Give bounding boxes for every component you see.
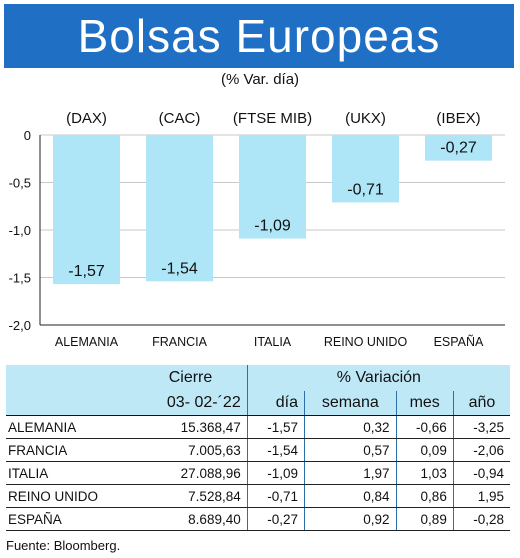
cell-cierre: 7.005,63: [134, 438, 248, 462]
cell-cierre: 8.689,40: [134, 507, 248, 531]
cell-mes: 0,89: [395, 507, 454, 531]
cell-ano: -0,94: [452, 461, 510, 485]
source-note: Fuente: Bloomberg.: [6, 538, 121, 553]
row-name: ALEMANIA: [6, 415, 135, 439]
row-name: ESPAÑA: [6, 507, 135, 531]
index-label: (CAC): [159, 110, 201, 127]
cell-mes: 1,03: [395, 461, 454, 485]
column-header-semana: semana: [304, 391, 397, 416]
index-label: (IBEX): [436, 110, 480, 127]
bar: [146, 135, 213, 282]
x-tick-label: REINO UNIDO: [324, 335, 408, 349]
x-tick-label: ITALIA: [254, 335, 292, 349]
y-tick-label: 0: [24, 128, 31, 143]
market-table: Cierre % Variación 03- 02-´22 día semana…: [6, 365, 510, 531]
bar: [332, 135, 399, 203]
table-row: ESPAÑA 8.689,40 -0,27 0,92 0,89 -0,28: [6, 507, 510, 531]
cell-dia: -1,57: [246, 415, 305, 439]
column-header-ano: año: [452, 391, 510, 416]
row-name: REINO UNIDO: [6, 484, 135, 508]
y-tick-label: -2,0: [9, 318, 31, 333]
cell-mes: 0,09: [395, 438, 454, 462]
cell-cierre: 15.368,47: [134, 415, 248, 439]
row-name: FRANCIA: [6, 438, 135, 462]
chart-subtitle: (% Var. día): [220, 71, 300, 88]
x-tick-label: ALEMANIA: [55, 335, 119, 349]
table-row: FRANCIA 7.005,63 -1,54 0,57 0,09 -2,06: [6, 438, 510, 462]
cell-semana: 0,32: [304, 415, 397, 439]
cell-ano: 1,95: [452, 484, 510, 508]
cell-ano: -2,06: [452, 438, 510, 462]
column-header-dia: día: [246, 391, 305, 416]
table-corner-2: [6, 391, 135, 416]
bar: [53, 135, 120, 285]
bar-chart: 0 -0,5 -1,0 -1,5 -2,0 -1,57 (DAX) ALEMANIA -1,54…: [9, 110, 505, 349]
group-header-cierre: Cierre: [134, 365, 248, 391]
cell-dia: -1,54: [246, 438, 305, 462]
cell-mes: -0,66: [395, 415, 454, 439]
column-header-date: 03- 02-´22: [134, 391, 248, 416]
cell-cierre: 7.528,84: [134, 484, 248, 508]
row-name: ITALIA: [6, 461, 135, 485]
cell-semana: 0,57: [304, 438, 397, 462]
table-row: REINO UNIDO 7.528,84 -0,71 0,84 0,86 1,9…: [6, 484, 510, 508]
data-label: -1,57: [68, 263, 105, 280]
page-title: Bolsas Europeas: [4, 4, 514, 68]
index-label: (UKX): [345, 110, 386, 127]
group-header-variacion: % Variación: [246, 365, 510, 391]
cell-dia: -0,27: [246, 507, 305, 531]
cell-semana: 1,97: [304, 461, 397, 485]
data-label: -0,71: [347, 181, 384, 198]
cell-ano: -3,25: [452, 415, 510, 439]
bar: [239, 135, 306, 239]
x-tick-label: ESPAÑA: [434, 335, 484, 349]
data-label: -0,27: [440, 140, 477, 157]
bar: [425, 135, 492, 161]
cell-cierre: 27.088,96: [134, 461, 248, 485]
cell-ano: -0,28: [452, 507, 510, 531]
column-header-mes: mes: [395, 391, 454, 416]
cell-dia: -0,71: [246, 484, 305, 508]
y-tick-label: -0,5: [9, 176, 31, 191]
x-tick-label: FRANCIA: [152, 335, 208, 349]
data-label: -1,54: [161, 260, 198, 277]
cell-semana: 0,92: [304, 507, 397, 531]
index-label: (FTSE MIB): [233, 110, 312, 127]
data-label: -1,09: [254, 218, 291, 235]
y-tick-label: -1,0: [9, 223, 31, 238]
table-row: ITALIA 27.088,96 -1,09 1,97 1,03 -0,94: [6, 461, 510, 485]
table-row: ALEMANIA 15.368,47 -1,57 0,32 -0,66 -3,2…: [6, 415, 510, 439]
cell-mes: 0,86: [395, 484, 454, 508]
table-corner: [6, 365, 135, 391]
index-label: (DAX): [66, 110, 107, 127]
cell-semana: 0,84: [304, 484, 397, 508]
y-tick-label: -1,5: [9, 271, 31, 286]
cell-dia: -1,09: [246, 461, 305, 485]
